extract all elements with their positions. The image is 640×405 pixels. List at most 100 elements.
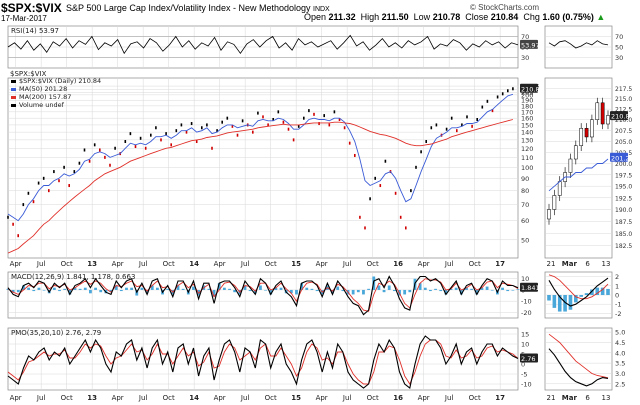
legend-ma50: MA(50) 201.28 [19, 85, 67, 93]
price-bar [211, 146, 213, 150]
pmo-y-tick: -10 [521, 381, 532, 389]
price-y-tick: 140 [521, 129, 533, 137]
side-x-tick-label: 6 [585, 394, 590, 402]
macd-histogram-bar [27, 287, 31, 290]
x-tick-label: Oct [61, 394, 73, 402]
macd-histogram-bar [192, 286, 195, 290]
x-tick-label: Oct [163, 394, 175, 402]
price-bar [313, 112, 315, 116]
rsi-line [7, 34, 519, 55]
x-tick-label: 15 [291, 394, 301, 402]
price-bar [231, 124, 234, 128]
macd-histogram-bar [125, 287, 128, 290]
price-bar [399, 215, 402, 219]
macd-histogram-bar [511, 289, 515, 291]
macd-histogram-bar [73, 287, 77, 290]
x-tick-label: Apr [418, 260, 430, 268]
macd-last-value-bg [520, 282, 538, 292]
price-bar [471, 124, 473, 128]
panel-pmo [7, 327, 519, 391]
side-macd-histogram-bar [547, 295, 551, 301]
price-y-tick: 100 [521, 164, 533, 172]
side-price-y-tick: 197.5 [615, 172, 632, 179]
macd-histogram-bar [485, 286, 489, 290]
price-bar [420, 150, 422, 154]
price-y-tick: 80 [521, 187, 529, 195]
ma50-line [7, 93, 514, 222]
side-macd-histogram-bar [595, 287, 600, 295]
macd-histogram-bar [6, 288, 10, 290]
price-bar [42, 176, 45, 180]
security-name: S&P 500 Large Cap Index/Volatility Index… [66, 3, 330, 13]
macd-last-value: 1.841 [521, 284, 540, 292]
side-x-tick-label: Mar [562, 260, 578, 268]
price-bar [139, 136, 142, 140]
x-tick-label: Apr [112, 260, 124, 268]
price-bar [282, 120, 285, 124]
macd-histogram-bar [300, 283, 304, 290]
price-y-tick: 60 [521, 217, 529, 225]
price-bar [415, 165, 417, 169]
macd-histogram-bar [207, 288, 211, 290]
macd-histogram-bar [130, 287, 134, 290]
x-tick-label: Jul [240, 394, 250, 402]
x-tick-label: Jul [342, 394, 352, 402]
x-tick-label: Apr [316, 260, 328, 268]
pmo-y-tick: 15 [521, 331, 529, 339]
macd-histogram-bar [310, 288, 314, 290]
price-bar [160, 138, 162, 142]
price-bar [144, 146, 147, 150]
side-pmo-signal-line [548, 333, 609, 379]
price-bar [348, 141, 351, 145]
side-x-tick-label: 13 [602, 394, 611, 402]
price-bar [277, 110, 280, 114]
price-bar [338, 117, 341, 121]
price-bar [272, 117, 274, 121]
price-bar [236, 133, 239, 137]
macd-histogram-bar [444, 289, 448, 295]
side-pmo-y-tick: 4.5 [615, 339, 625, 347]
rsi-last-value-bg [520, 39, 538, 49]
side-pmo-y-tick: 3.0 [615, 370, 625, 378]
side-candle-body [573, 145, 578, 160]
macd-histogram-bar [68, 289, 72, 295]
price-last-value-bg [520, 83, 538, 93]
side-price-y-tick: 210.0 [615, 117, 632, 124]
macd-histogram-bar [119, 289, 123, 292]
side-candle-body [584, 128, 589, 138]
macd-histogram-bar [279, 287, 283, 290]
side-candle-body [606, 115, 610, 125]
macd-histogram-bar [475, 289, 479, 295]
price-bar [343, 126, 346, 130]
side-pmo-y-tick: 4.0 [615, 349, 625, 357]
price-y-tick: 130 [521, 136, 533, 144]
macd-histogram-bar [403, 289, 407, 295]
macd-histogram-bar [490, 289, 494, 291]
price-bar [252, 130, 254, 134]
price-bar [384, 159, 387, 163]
side-x-tick-label: Mar [562, 394, 578, 402]
legend-ma200: MA(200) 157.87 [19, 93, 71, 101]
price-bar [93, 143, 96, 147]
price-bar [491, 109, 494, 113]
side-price-y-tick: 187.5 [615, 219, 632, 226]
price-bar [114, 146, 116, 150]
x-tick-label: 13 [87, 394, 97, 402]
price-bar [53, 170, 55, 174]
price-bar [318, 122, 320, 126]
price-bar [165, 132, 167, 136]
x-tick-label: Oct [469, 394, 481, 402]
price-bar [308, 109, 310, 113]
macd-histogram-bar [516, 289, 520, 290]
price-y-tick: 205 [521, 89, 533, 97]
side-price-y-tick: 217.5 [615, 86, 632, 93]
price-y-tick: 180 [521, 102, 533, 110]
price-bar [501, 92, 504, 96]
side-x-tick-label: 13 [602, 260, 611, 268]
price-bar [359, 215, 361, 219]
macd-histogram-bar [89, 289, 92, 294]
symbol-title: $SPX:$VIX [1, 1, 62, 15]
x-tick-label: Apr [214, 394, 226, 402]
price-bar [328, 123, 331, 127]
